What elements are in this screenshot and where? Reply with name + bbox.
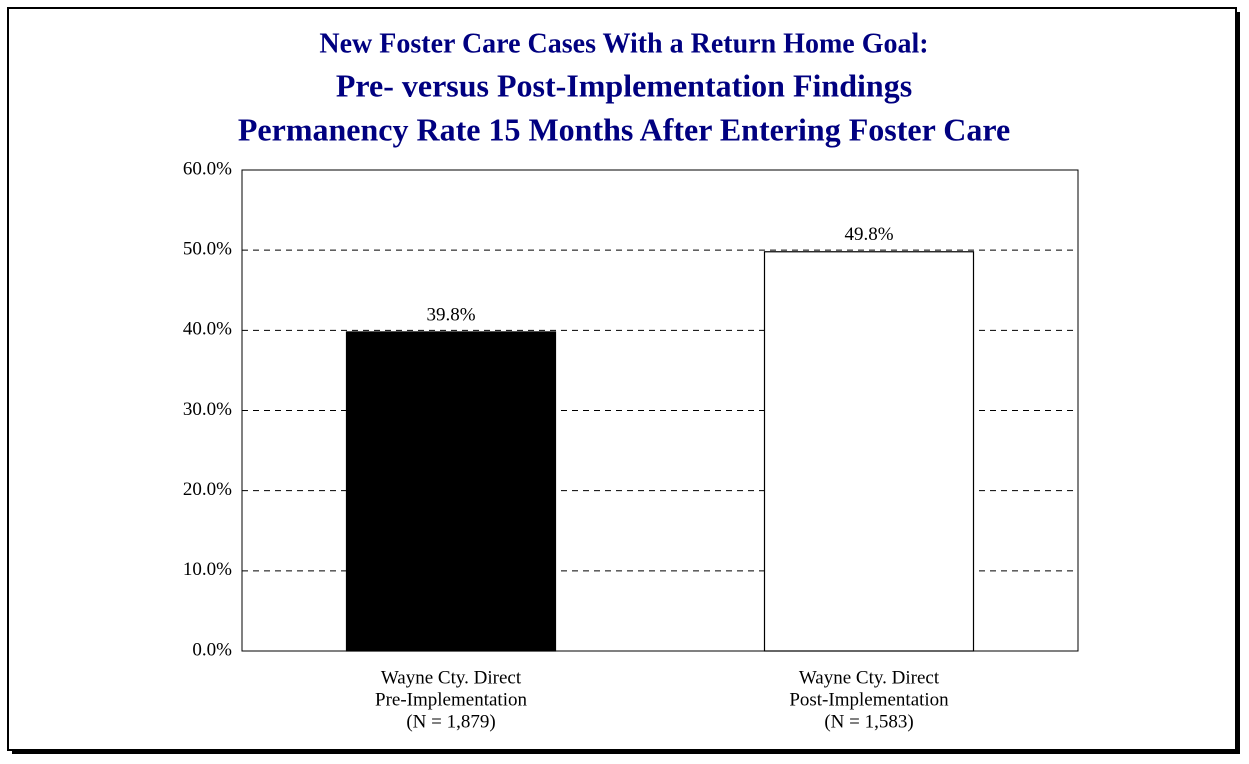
data-label: 49.8%	[844, 224, 893, 245]
x-tick-label: Pre-Implementation	[375, 689, 527, 710]
y-tick-label: 0.0%	[192, 639, 232, 660]
x-tick-label: Post-Implementation	[789, 689, 949, 710]
y-tick-label: 60.0%	[183, 158, 232, 179]
chart-title: New Foster Care Cases With a Return Home…	[319, 28, 928, 59]
y-tick-label: 30.0%	[183, 399, 232, 420]
x-tick-label: Wayne Cty. Direct	[381, 667, 522, 688]
bar	[763, 251, 975, 652]
data-label: 39.8%	[426, 304, 475, 325]
x-tick-label: (N = 1,879)	[406, 711, 495, 732]
x-tick-label: Wayne Cty. Direct	[799, 667, 940, 688]
y-tick-label: 20.0%	[183, 479, 232, 500]
y-tick-label: 10.0%	[183, 559, 232, 580]
bar	[345, 331, 557, 652]
x-tick-label: (N = 1,583)	[824, 711, 913, 732]
chart-title: Pre- versus Post-Implementation Findings	[336, 67, 912, 103]
chart-title: Permanency Rate 15 Months After Entering…	[238, 111, 1010, 147]
y-tick-label: 40.0%	[183, 319, 232, 340]
y-tick-label: 50.0%	[183, 239, 232, 260]
